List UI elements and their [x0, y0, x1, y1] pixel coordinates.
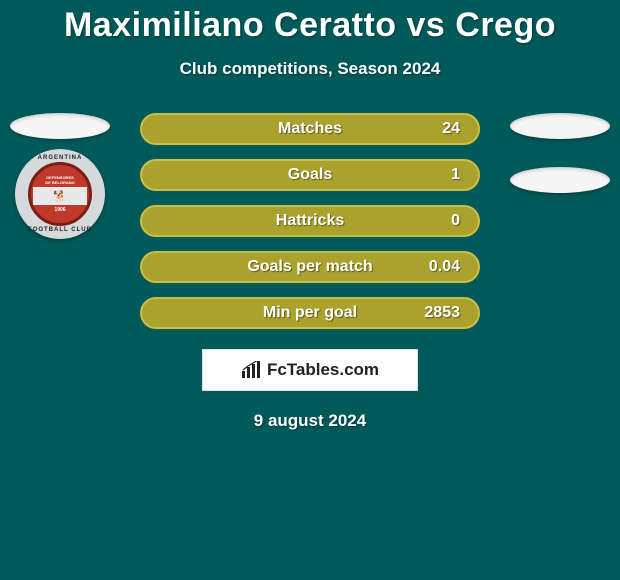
- stat-bar-min-per-goal: Min per goal 2853: [140, 297, 480, 329]
- stat-label: Goals: [288, 166, 332, 184]
- stat-value: 24: [442, 120, 460, 138]
- stat-bar-matches: Matches 24: [140, 113, 480, 145]
- stat-bars-column: Matches 24 Goals 1 Hattricks 0 Goals per…: [140, 113, 480, 329]
- badge-center-text-2: DE BELGRANO: [45, 180, 75, 185]
- badge-bottom-text: FOOTBALL CLUB: [28, 227, 92, 233]
- stat-bar-hattricks: Hattricks 0: [140, 205, 480, 237]
- left-player-chip: [10, 113, 110, 139]
- stat-bar-goals: Goals 1: [140, 159, 480, 191]
- page-title: Maximiliano Ceratto vs Crego: [0, 0, 620, 45]
- stat-label: Goals per match: [247, 258, 372, 276]
- stat-value: 0: [451, 212, 460, 230]
- left-club-badge: ARGENTINA DEFENSORES DE BELGRANO 🐕 1906 …: [15, 149, 105, 239]
- badge-stripe: 🐕: [33, 187, 87, 205]
- right-player-chip-2: [510, 167, 610, 193]
- stat-label: Hattricks: [276, 212, 344, 230]
- right-player-chip-1: [510, 113, 610, 139]
- page-subtitle: Club competitions, Season 2024: [0, 59, 620, 79]
- stat-value: 0.04: [429, 258, 460, 276]
- footer-date: 9 august 2024: [0, 411, 620, 431]
- left-player-column: ARGENTINA DEFENSORES DE BELGRANO 🐕 1906 …: [0, 113, 120, 239]
- stat-value: 2853: [424, 304, 460, 322]
- stat-bar-goals-per-match: Goals per match 0.04: [140, 251, 480, 283]
- stat-label: Min per goal: [263, 304, 357, 322]
- stat-label: Matches: [278, 120, 342, 138]
- bar-chart-icon: [241, 361, 263, 379]
- badge-animal-icon: 🐕: [53, 190, 67, 203]
- comparison-row: ARGENTINA DEFENSORES DE BELGRANO 🐕 1906 …: [0, 113, 620, 329]
- site-logo-box: FcTables.com: [202, 349, 418, 391]
- site-logo-text: FcTables.com: [267, 360, 379, 380]
- stat-value: 1: [451, 166, 460, 184]
- right-player-column: [500, 113, 620, 193]
- badge-top-text: ARGENTINA: [38, 155, 83, 161]
- badge-inner: DEFENSORES DE BELGRANO 🐕 1906: [28, 162, 92, 226]
- badge-year: 1906: [54, 207, 65, 213]
